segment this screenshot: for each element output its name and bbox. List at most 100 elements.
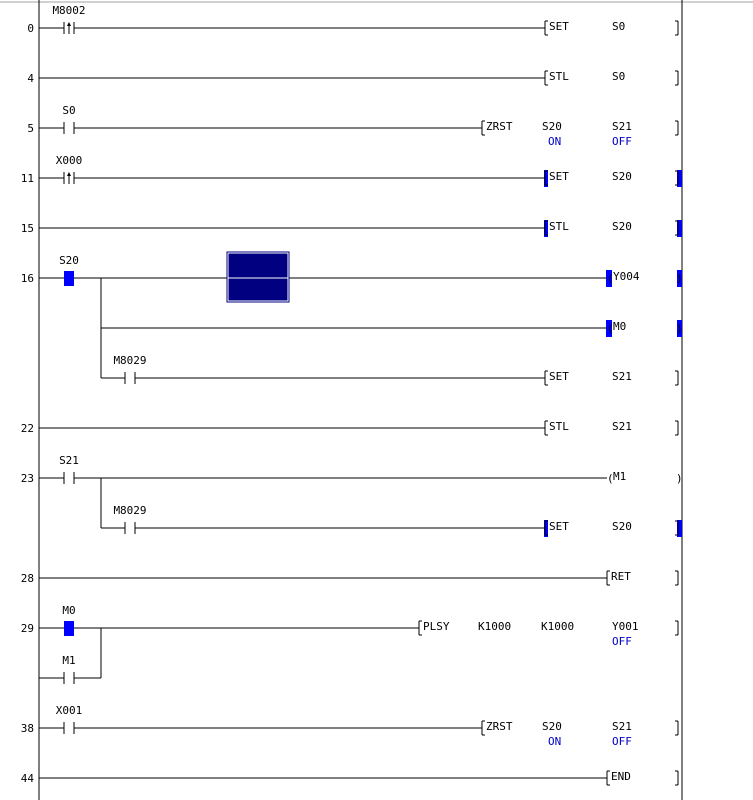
cursor-box[interactable] <box>227 252 289 302</box>
rising-edge-arrow-icon <box>67 172 71 176</box>
operand: S20 <box>612 170 632 183</box>
operand-status: OFF <box>612 635 632 648</box>
rung-row[interactable]: M8029 S20 SET <box>101 504 682 537</box>
rung-row[interactable]: 22 S21 STL <box>21 420 679 436</box>
operand-status: ON <box>548 135 561 148</box>
coil-close-paren-icon: ) <box>676 472 683 485</box>
instruction-zrst[interactable]: S20 ON S21 OFF ZRST <box>481 120 679 148</box>
selection-marker <box>544 170 548 187</box>
step-number: 28 <box>21 572 34 585</box>
instruction-op: STL <box>549 220 569 233</box>
contact-x001[interactable]: X001 <box>56 704 83 734</box>
instruction-y004[interactable]: (Y004) <box>606 270 683 287</box>
contact-s21[interactable]: S21 <box>59 454 79 484</box>
contact-m8002[interactable]: M8002 <box>52 4 86 34</box>
contact-m8029[interactable]: M8029 <box>113 354 147 384</box>
instruction-stl[interactable]: S20 STL <box>544 220 682 237</box>
rung-row[interactable]: 28 RET <box>21 570 679 586</box>
operand: S0 <box>612 20 625 33</box>
rung-row[interactable]: 16 S20 (Y004) <box>21 251 683 303</box>
operand: S20 <box>612 220 632 233</box>
contact-s0[interactable]: S0 <box>62 104 76 134</box>
step-number: 5 <box>27 122 34 135</box>
step-number: 22 <box>21 422 34 435</box>
contact-label: S0 <box>62 104 75 117</box>
rung-row[interactable]: (M0) <box>101 320 683 337</box>
instruction-stl[interactable]: S21 STL <box>544 420 679 436</box>
selection-marker <box>677 220 682 237</box>
contact-label: S21 <box>59 454 79 467</box>
step-number: 44 <box>21 772 35 785</box>
contact-label: X001 <box>56 704 83 717</box>
instruction-set[interactable]: S20 SET <box>544 520 682 537</box>
operand-status: ON <box>548 735 561 748</box>
instruction-op: RET <box>611 570 631 583</box>
instruction-m0[interactable]: (M0) <box>606 320 683 337</box>
selection-marker <box>544 520 548 537</box>
step-number: 23 <box>21 472 34 485</box>
step-number: 16 <box>21 272 34 285</box>
instruction-m1[interactable]: (M1) <box>607 470 683 485</box>
contact-label: M1 <box>62 654 75 667</box>
contact-label: M8029 <box>113 354 146 367</box>
rung-row[interactable]: M1 <box>39 654 101 684</box>
step-number: 0 <box>27 22 34 35</box>
instruction-op: SET <box>549 520 569 533</box>
step-number: 11 <box>21 172 34 185</box>
contact-m8029[interactable]: M8029 <box>113 504 147 534</box>
instruction-op: PLSY <box>423 620 450 633</box>
operand: S0 <box>612 70 625 83</box>
selection-marker <box>677 270 682 287</box>
coil-device: M1 <box>613 470 626 483</box>
selection-marker <box>606 320 612 337</box>
instruction-set[interactable]: S0 SET <box>544 20 679 36</box>
rung-row[interactable]: 15 S20 STL <box>21 220 682 237</box>
rung-row[interactable]: 11 X000 S20 SET <box>21 154 682 187</box>
operand: S21 <box>612 420 632 433</box>
selection-marker <box>677 520 682 537</box>
coil-close-paren-icon: ) <box>676 272 683 285</box>
instruction-zrst[interactable]: S20 ON S21 OFF ZRST <box>481 720 679 748</box>
rung-row[interactable]: 23 S21 (M1) <box>21 454 683 485</box>
selection-marker <box>606 270 612 287</box>
rung-row[interactable]: 38 X001 S20 ON S21 OFF ZRST <box>21 704 679 748</box>
instruction-op: END <box>611 770 631 783</box>
coil-close-paren-icon: ) <box>676 322 683 335</box>
operand: Y001 <box>612 620 639 633</box>
operand: S20 <box>612 520 632 533</box>
instruction-op: STL <box>549 420 569 433</box>
operand: S20 <box>542 120 562 133</box>
operand-status: OFF <box>612 735 632 748</box>
coil-open-paren-icon: ( <box>607 322 614 335</box>
instruction-ret[interactable]: RET <box>606 570 679 586</box>
rung-row[interactable]: 0 M8002 S0 SET <box>27 4 679 36</box>
rung-row[interactable]: 5 S0 S20 ON S21 OFF ZRST <box>27 104 679 148</box>
contact-label: S20 <box>59 254 79 267</box>
contact-m0[interactable]: M0 <box>62 604 76 636</box>
rising-edge-arrow-icon <box>67 22 71 26</box>
instruction-end[interactable]: END <box>606 770 679 786</box>
contact-label: M8002 <box>52 4 85 17</box>
coil-open-paren-icon: ( <box>607 272 614 285</box>
rung-row[interactable]: M8029 S21 SET <box>101 354 679 386</box>
selection-marker <box>544 220 548 237</box>
contact-x000[interactable]: X000 <box>56 154 83 184</box>
instruction-op: SET <box>549 370 569 383</box>
cursor-outline <box>226 251 290 303</box>
contact-s20[interactable]: S20 <box>59 254 79 286</box>
instruction-op: SET <box>549 170 569 183</box>
operand: K1000 <box>541 620 574 633</box>
instruction-stl[interactable]: S0 STL <box>544 70 679 86</box>
instruction-set[interactable]: S21 SET <box>544 370 679 386</box>
instruction-plsy[interactable]: K1000 K1000 Y001 OFF PLSY <box>418 620 679 648</box>
step-number: 29 <box>21 622 34 635</box>
rung-row[interactable]: 44 END <box>21 770 679 786</box>
step-number: 38 <box>21 722 34 735</box>
rung-row[interactable]: 29 M0 K1000 K1000 Y001 OFF PLSY <box>21 604 679 648</box>
rung-row[interactable]: 4 S0 STL <box>27 70 679 86</box>
instruction-set[interactable]: S20 SET <box>544 170 682 187</box>
contact-m1[interactable]: M1 <box>62 654 76 684</box>
instruction-op: ZRST <box>486 120 513 133</box>
step-number: 4 <box>27 72 34 85</box>
